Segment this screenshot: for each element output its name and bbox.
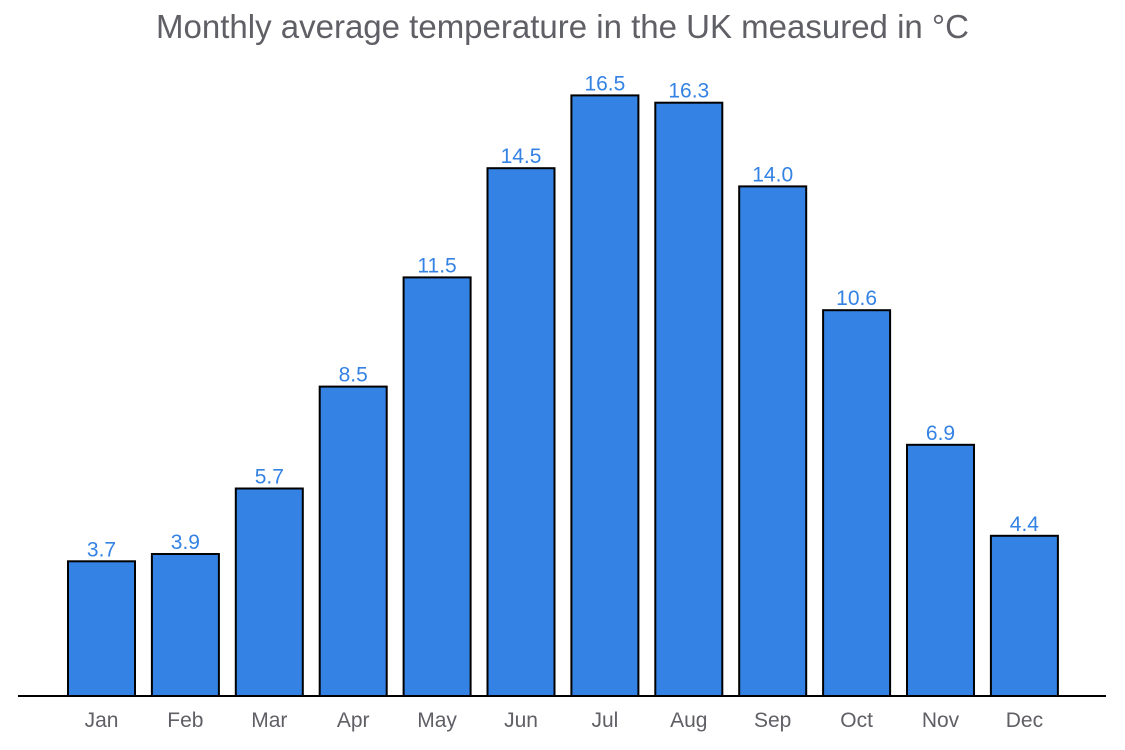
x-tick-label-mar: Mar — [251, 709, 287, 732]
value-label-dec: 4.4 — [1010, 513, 1040, 536]
x-tick-label-sep: Sep — [754, 709, 791, 732]
x-tick-label-jul: Jul — [591, 709, 618, 732]
x-tick-labels-layer: Jan Feb Mar Apr May Jun Jul Aug Sep Oct Nov Dec — [85, 709, 1044, 732]
bar-jun — [486, 167, 556, 697]
x-tick-label-may: May — [417, 709, 457, 732]
value-label-jun: 14.5 — [501, 145, 542, 168]
bar-mar — [234, 487, 304, 697]
value-label-mar: 5.7 — [255, 466, 284, 489]
value-label-apr: 8.5 — [339, 364, 368, 387]
x-tick-label-jun: Jun — [504, 709, 538, 732]
bar-nov — [906, 443, 975, 697]
bars-layer — [67, 94, 1059, 697]
value-label-jul: 16.5 — [584, 72, 625, 95]
x-tick-label-nov: Nov — [922, 709, 960, 732]
value-labels-layer: 3.7 3.9 5.7 8.5 11.5 14.5 16.5 16.3 14.0 10.6 6.9 4… — [87, 72, 1039, 561]
value-label-sep: 14.0 — [752, 163, 793, 186]
bar-jan — [67, 560, 136, 697]
bar-sep — [738, 185, 808, 697]
value-label-oct: 10.6 — [836, 287, 877, 310]
chart-title: Monthly average temperature in the UK me… — [156, 8, 969, 45]
bar-apr — [318, 385, 388, 697]
value-label-feb: 3.9 — [171, 531, 200, 554]
value-label-may: 11.5 — [417, 254, 456, 277]
x-tick-label-aug: Aug — [670, 709, 707, 732]
x-tick-label-dec: Dec — [1006, 709, 1043, 732]
bar-aug — [654, 101, 724, 697]
x-tick-label-jan: Jan — [85, 709, 119, 732]
value-label-nov: 6.9 — [926, 422, 955, 445]
bar-feb — [150, 553, 220, 697]
x-tick-label-apr: Apr — [337, 709, 370, 732]
bar-oct — [822, 309, 892, 697]
bar-jul — [570, 94, 640, 697]
value-label-jan: 3.7 — [87, 538, 116, 561]
bar-may — [402, 276, 472, 697]
value-label-aug: 16.3 — [668, 80, 709, 103]
x-tick-label-oct: Oct — [840, 709, 873, 732]
bar-dec — [989, 534, 1059, 697]
x-tick-label-feb: Feb — [167, 709, 203, 732]
